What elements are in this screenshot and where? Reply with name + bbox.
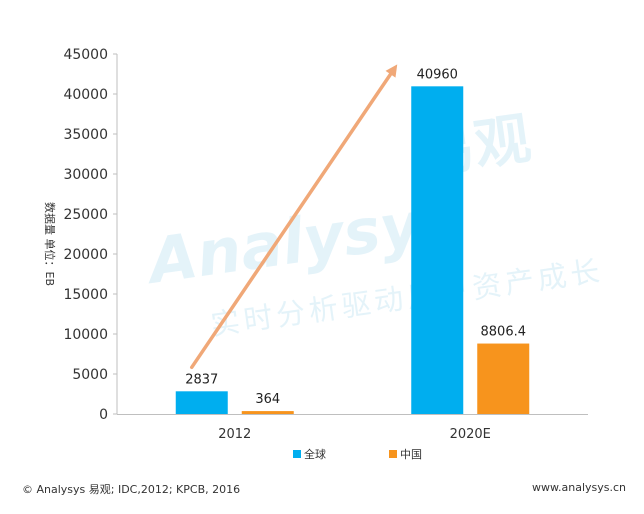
bars <box>175 86 530 414</box>
x-axis-ticks: 2012 2020E <box>218 427 491 442</box>
y-axis-ticks: 0 5000 10000 15000 20000 25000 30000 35000 40000… <box>63 47 117 423</box>
bar-data-label: 40960 <box>417 67 458 82</box>
y-tick-label: 15000 <box>63 287 108 303</box>
trend-arrow-shaft <box>190 72 393 370</box>
trend-arrow <box>190 64 398 370</box>
y-tick-label: 35000 <box>63 127 108 143</box>
y-tick-label: 30000 <box>63 167 108 183</box>
legend-swatch-china <box>389 450 397 458</box>
y-tick-label: 5000 <box>72 367 108 383</box>
bar-data-label: 2837 <box>185 372 218 387</box>
bar-data-labels: 2837 364 40960 8806.4 <box>185 67 526 407</box>
axes: 0 5000 10000 15000 20000 25000 30000 35000 40000… <box>63 47 588 442</box>
x-tick-label: 2012 <box>218 427 251 442</box>
bar-data-label: 364 <box>255 392 280 407</box>
bar-data-label: 8806.4 <box>481 325 527 340</box>
bar-global-2012 <box>175 391 228 414</box>
y-tick-label: 25000 <box>63 207 108 223</box>
y-axis-label: 数据量 单位：EB <box>43 202 57 286</box>
legend-label-global: 全球 <box>304 447 326 461</box>
trend-arrow-head <box>385 64 398 78</box>
y-tick-label: 20000 <box>63 247 108 263</box>
bar-china-2012 <box>241 411 294 414</box>
y-tick-label: 10000 <box>63 327 108 343</box>
source-note: © Analysys 易观; IDC,2012; KPCB, 2016 <box>22 483 241 496</box>
x-tick-label: 2020E <box>450 427 491 442</box>
watermark: Analysys 易观 实时分析驱动用户资产成长 <box>140 106 606 342</box>
legend: 全球 中国 <box>293 447 422 461</box>
bar-global-2020E <box>411 86 464 414</box>
legend-label-china: 中国 <box>400 448 422 461</box>
bar-china-2020E <box>477 343 530 414</box>
y-tick-label: 40000 <box>63 87 108 103</box>
y-tick-label: 45000 <box>63 47 108 63</box>
website-link[interactable]: www.analysys.cn <box>532 481 626 494</box>
y-tick-label: 0 <box>99 407 108 423</box>
legend-swatch-global <box>293 450 301 458</box>
